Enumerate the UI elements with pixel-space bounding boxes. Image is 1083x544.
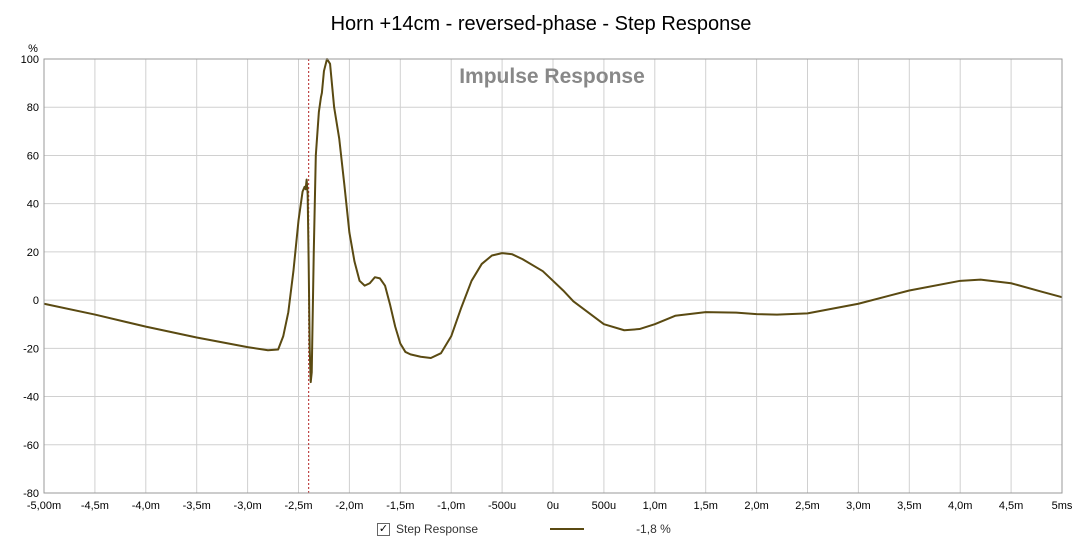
- x-tick-labels: -5,00m -4,5m -4,0m -3,5m -3,0m -2,5m -2,0m -1,5…: [27, 500, 1073, 512]
- x-tick-label: -4,5m: [81, 500, 109, 512]
- x-tick-label: 4,0m: [948, 500, 972, 512]
- x-tick-label: -5,00m: [27, 500, 61, 512]
- series-line-step-response[interactable]: [43, 58, 1063, 384]
- legend-cursor-value: -1,8 %: [636, 522, 671, 536]
- x-tick-label: -2,0m: [335, 500, 363, 512]
- x-tick-label: 1,0m: [643, 500, 667, 512]
- legend-series-label[interactable]: Step Response: [396, 522, 479, 536]
- x-tick-label: -3,5m: [183, 500, 211, 512]
- chart-title: Horn +14cm - reversed-phase - Step Respo…: [331, 13, 752, 35]
- x-tick-label: -4,0m: [132, 500, 160, 512]
- x-tick-label: 3,0m: [846, 500, 870, 512]
- y-tick-label: -60: [23, 440, 39, 452]
- x-tick-label: 5ms: [1052, 500, 1073, 512]
- y-tick-label: 60: [27, 150, 39, 162]
- x-tick-label: 1,5m: [693, 500, 717, 512]
- y-tick-label: 40: [27, 199, 39, 211]
- legend-line-swatch: [550, 528, 585, 530]
- watermark-label: Impulse Response: [459, 65, 645, 88]
- y-tick-label: -80: [23, 488, 39, 500]
- x-tick-label: 500u: [592, 500, 616, 512]
- y-tick-label: 100: [21, 54, 39, 66]
- x-tick-label: -500u: [488, 500, 516, 512]
- plot-frame: [43, 58, 1063, 494]
- y-tick-label: -40: [23, 392, 39, 404]
- grid: [43, 58, 1063, 494]
- y-tick-label: -20: [23, 343, 39, 355]
- x-tick-label: -1,0m: [437, 500, 465, 512]
- x-tick-label: 2,0m: [744, 500, 768, 512]
- y-axis-unit-label: %: [28, 43, 38, 55]
- step-response-checkbox[interactable]: ✓: [377, 522, 390, 536]
- series-group: [43, 58, 1063, 384]
- x-tick-label: 2,5m: [795, 500, 819, 512]
- x-tick-label: 4,5m: [999, 500, 1023, 512]
- x-tick-label: 0u: [547, 500, 559, 512]
- legend: ✓ Step Response -1,8 %: [377, 521, 671, 537]
- x-tick-label: -2,5m: [284, 500, 312, 512]
- y-tick-label: 0: [33, 295, 39, 307]
- y-tick-label: 20: [27, 247, 39, 259]
- x-tick-label: -1,5m: [386, 500, 414, 512]
- y-tick-label: 80: [27, 102, 39, 114]
- y-tick-labels: 100 80 60 40 20 0 -20 -40 -60 -80: [21, 54, 39, 500]
- x-tick-label: 3,5m: [897, 500, 921, 512]
- x-tick-label: -3,0m: [234, 500, 262, 512]
